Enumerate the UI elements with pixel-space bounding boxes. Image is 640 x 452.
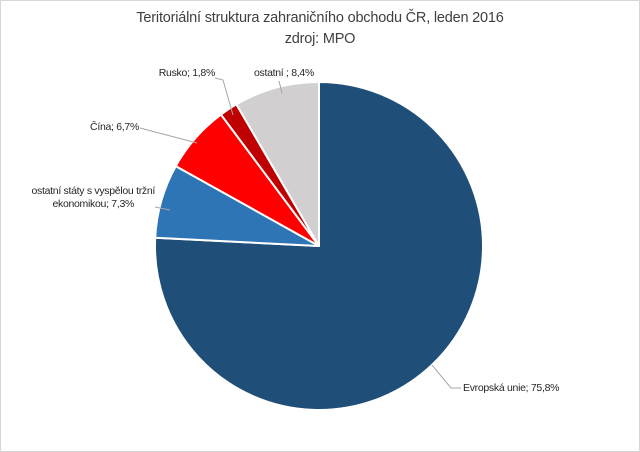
leader-line-rusko: [214, 77, 234, 116]
pie-slices-group: [154, 81, 484, 411]
leader-lines-group: [139, 77, 461, 389]
leader-line-ostatni: [278, 80, 283, 94]
slice-label-ostatni-staty: ostatní státy s vyspělou tržní ekonomiko…: [31, 185, 156, 210]
leader-line-cina: [139, 127, 198, 144]
chart-title: Teritoriální struktura zahraničního obch…: [136, 10, 504, 26]
slice-label-evropska-unie: Evropská unie; 75,8%: [463, 382, 560, 394]
pie-slice-ostatni: [235, 81, 320, 247]
pie-slice-evropska-unie: [154, 81, 484, 411]
slice-label-ostatni: ostatní ; 8,4%: [253, 67, 315, 79]
chart-subtitle: zdroj: MPO: [284, 31, 356, 47]
slice-label-ostatni-staty-line1: ostatní státy s vyspělou tržní: [31, 185, 156, 197]
slice-label-cina: Čína; 6,7%: [90, 121, 139, 133]
slice-label-rusko: Rusko; 1,8%: [158, 67, 216, 79]
leader-line-ostatni-staty: [154, 206, 171, 211]
chart-title-block: Teritoriální struktura zahraničního obch…: [1, 8, 639, 50]
leader-line-evropska-unie: [431, 364, 461, 389]
slice-label-ostatni-staty-line2: ekonomikou; 7,3%: [52, 197, 135, 210]
